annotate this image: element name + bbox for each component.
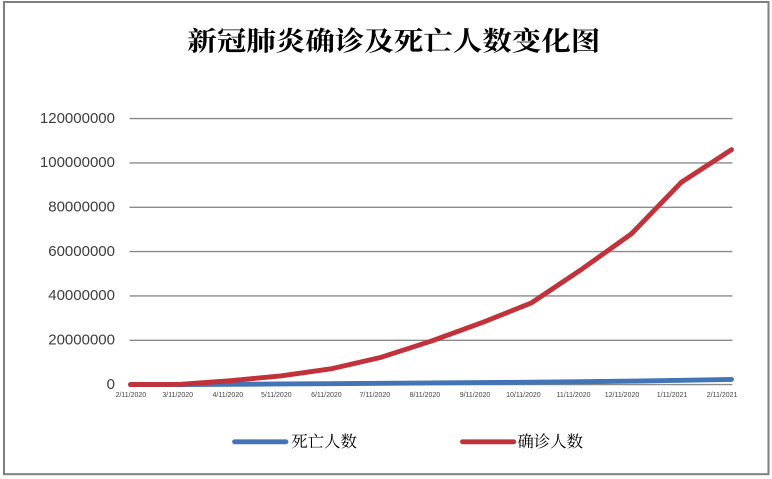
- svg-text:12/11/2020: 12/11/2020: [605, 392, 640, 399]
- svg-text:20000000: 20000000: [48, 332, 115, 349]
- svg-text:10/11/2020: 10/11/2020: [506, 392, 541, 399]
- svg-text:100000000: 100000000: [40, 154, 115, 171]
- svg-text:0: 0: [107, 376, 115, 393]
- svg-text:40000000: 40000000: [48, 287, 115, 304]
- svg-text:80000000: 80000000: [48, 199, 115, 216]
- svg-text:4/11/2020: 4/11/2020: [212, 392, 243, 399]
- svg-text:3/11/2020: 3/11/2020: [162, 392, 193, 399]
- svg-text:6/11/2020: 6/11/2020: [311, 392, 342, 399]
- svg-text:120000000: 120000000: [40, 110, 115, 127]
- svg-text:5/11/2020: 5/11/2020: [261, 392, 292, 399]
- svg-text:60000000: 60000000: [48, 243, 115, 260]
- svg-text:2/11/2020: 2/11/2020: [116, 392, 147, 399]
- svg-text:1/11/2021: 1/11/2021: [657, 392, 688, 399]
- svg-text:2/11/2021: 2/11/2021: [707, 392, 738, 399]
- svg-text:7/11/2020: 7/11/2020: [359, 392, 390, 399]
- svg-text:8/11/2020: 8/11/2020: [410, 392, 441, 399]
- svg-text:9/11/2020: 9/11/2020: [460, 392, 491, 399]
- svg-text:11/11/2020: 11/11/2020: [557, 392, 591, 399]
